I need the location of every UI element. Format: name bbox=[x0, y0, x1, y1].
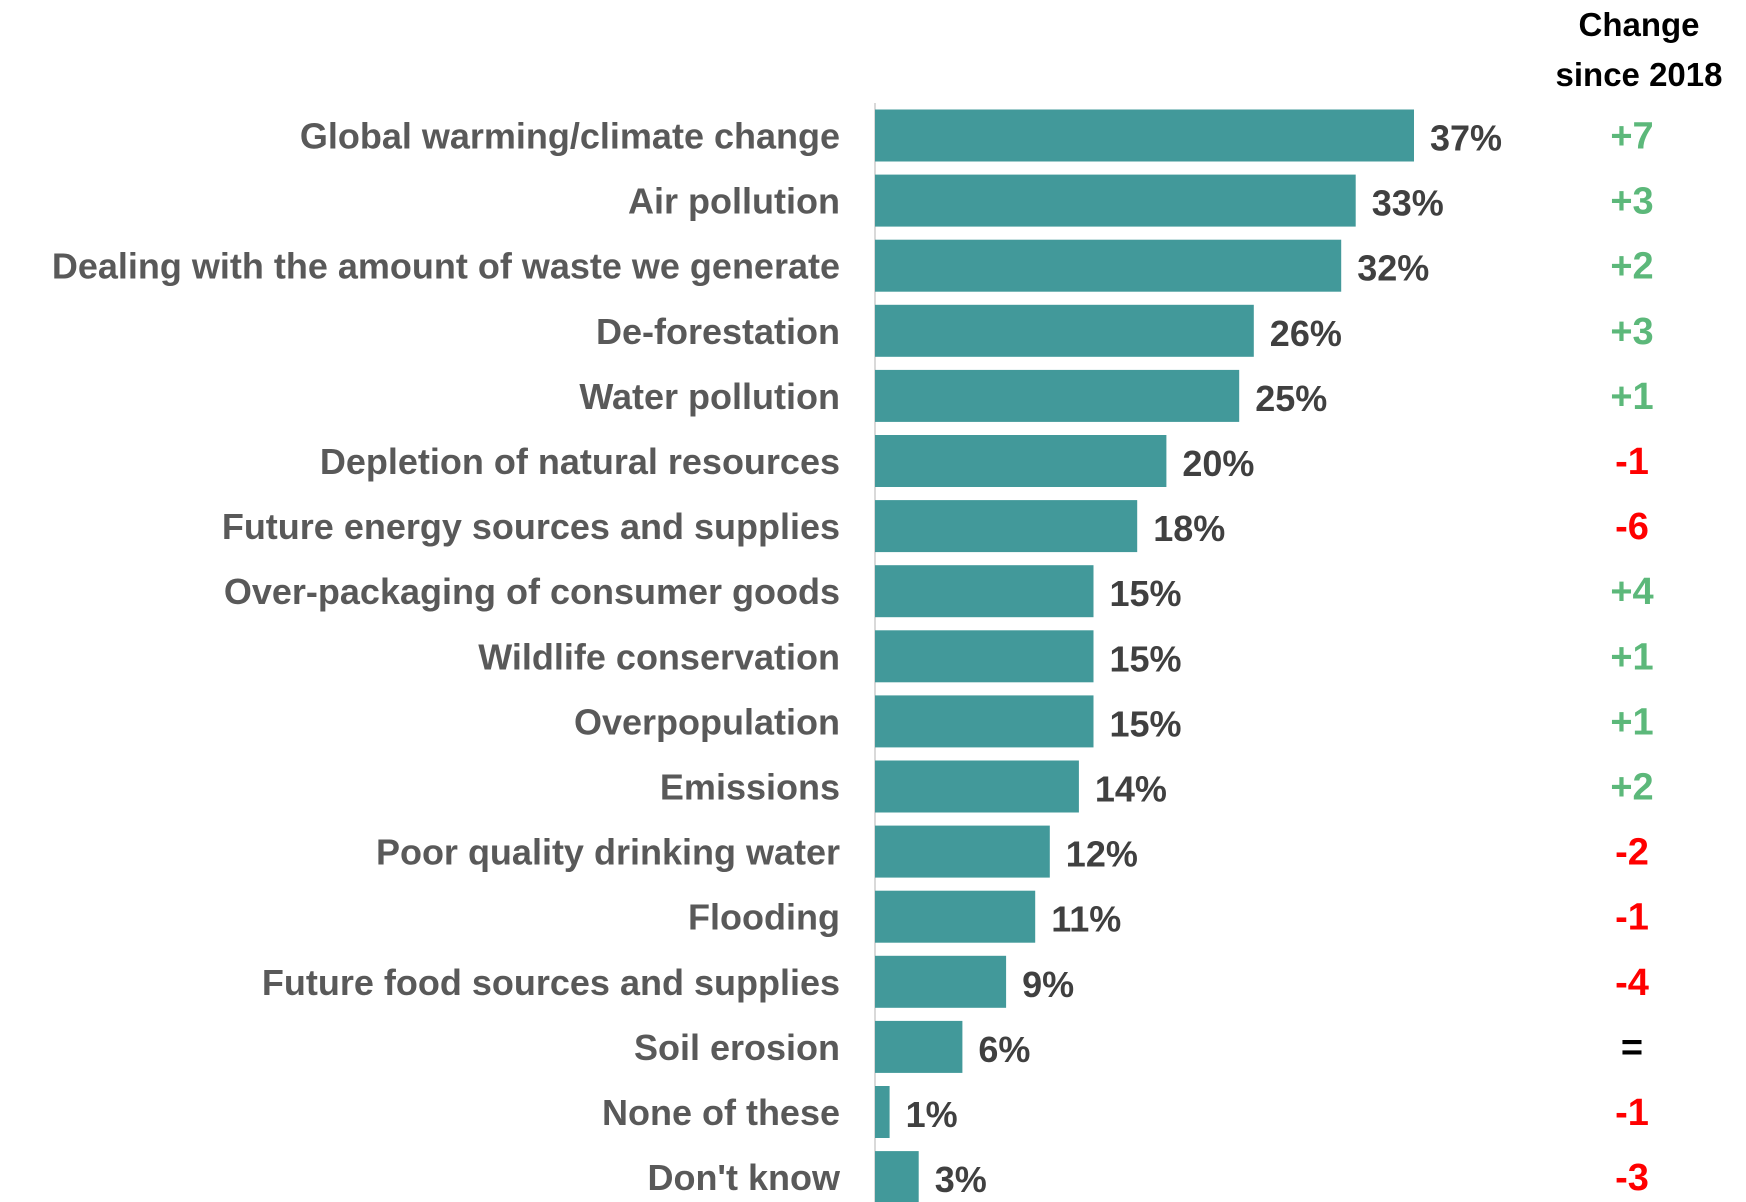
value-label: 25% bbox=[1255, 378, 1327, 419]
category-label: Wildlife conservation bbox=[478, 636, 840, 677]
change-label: +2 bbox=[1610, 246, 1653, 288]
value-label: 15% bbox=[1110, 638, 1182, 679]
value-label: 9% bbox=[1022, 964, 1074, 1005]
bar bbox=[875, 500, 1138, 553]
change-label: +4 bbox=[1610, 571, 1653, 613]
bar bbox=[875, 435, 1167, 487]
value-label: 3% bbox=[935, 1159, 987, 1200]
change-label: +7 bbox=[1610, 116, 1653, 158]
change-header-line: Change bbox=[1578, 6, 1699, 43]
category-label: Don't know bbox=[647, 1157, 841, 1198]
change-header-line: since 2018 bbox=[1556, 56, 1723, 93]
bar bbox=[875, 369, 1240, 422]
change-label: +3 bbox=[1610, 311, 1653, 353]
change-label: +2 bbox=[1610, 767, 1653, 809]
value-label: 20% bbox=[1182, 443, 1254, 484]
change-label: -1 bbox=[1615, 897, 1649, 939]
category-label: Soil erosion bbox=[634, 1027, 840, 1068]
category-label: Dealing with the amount of waste we gene… bbox=[52, 246, 840, 287]
value-label: 26% bbox=[1270, 313, 1342, 354]
category-label: Overpopulation bbox=[574, 701, 840, 742]
change-label: -3 bbox=[1615, 1157, 1649, 1199]
category-label: Emissions bbox=[660, 767, 840, 808]
category-label: De-forestation bbox=[596, 311, 840, 352]
category-label: Flooding bbox=[688, 897, 840, 938]
value-label: 6% bbox=[978, 1029, 1030, 1070]
change-label: +1 bbox=[1610, 701, 1653, 743]
bar bbox=[875, 1151, 919, 1202]
change-label: -4 bbox=[1615, 962, 1649, 1004]
change-label: -1 bbox=[1615, 1092, 1649, 1134]
bar bbox=[875, 304, 1254, 357]
value-label: 11% bbox=[1051, 899, 1121, 940]
category-label: Over-packaging of consumer goods bbox=[224, 571, 840, 612]
bar bbox=[875, 825, 1050, 878]
category-label: Water pollution bbox=[579, 376, 840, 417]
value-label: 1% bbox=[906, 1094, 958, 1135]
category-label: Global warming/climate change bbox=[300, 116, 840, 157]
value-label: 15% bbox=[1110, 703, 1182, 744]
value-label: 14% bbox=[1095, 769, 1167, 810]
category-label: Depletion of natural resources bbox=[320, 441, 840, 482]
value-label: 37% bbox=[1430, 118, 1502, 159]
bar bbox=[875, 565, 1094, 618]
bar bbox=[875, 955, 1007, 1008]
category-label: Air pollution bbox=[628, 181, 840, 222]
change-label: +3 bbox=[1610, 181, 1653, 223]
bar bbox=[875, 1086, 890, 1138]
change-label: = bbox=[1621, 1027, 1643, 1069]
value-label: 33% bbox=[1372, 183, 1444, 224]
category-label: None of these bbox=[602, 1092, 840, 1133]
bar bbox=[875, 109, 1414, 162]
value-label: 18% bbox=[1153, 508, 1225, 549]
value-label: 12% bbox=[1066, 834, 1138, 875]
change-label: +1 bbox=[1610, 376, 1653, 418]
category-label: Poor quality drinking water bbox=[376, 832, 840, 873]
change-label: -2 bbox=[1615, 832, 1649, 874]
value-label: 32% bbox=[1357, 248, 1429, 289]
bar bbox=[875, 1020, 963, 1073]
bar bbox=[875, 630, 1094, 683]
category-label: Future food sources and supplies bbox=[262, 962, 840, 1003]
bar bbox=[875, 695, 1094, 748]
bar bbox=[875, 760, 1079, 813]
value-label: 15% bbox=[1110, 573, 1182, 614]
bar bbox=[875, 890, 1036, 943]
bar bbox=[875, 174, 1356, 227]
change-label: -1 bbox=[1615, 441, 1649, 483]
change-label: +1 bbox=[1610, 636, 1653, 678]
bar bbox=[875, 239, 1342, 292]
category-label: Future energy sources and supplies bbox=[222, 506, 840, 547]
change-label: -6 bbox=[1615, 506, 1649, 548]
